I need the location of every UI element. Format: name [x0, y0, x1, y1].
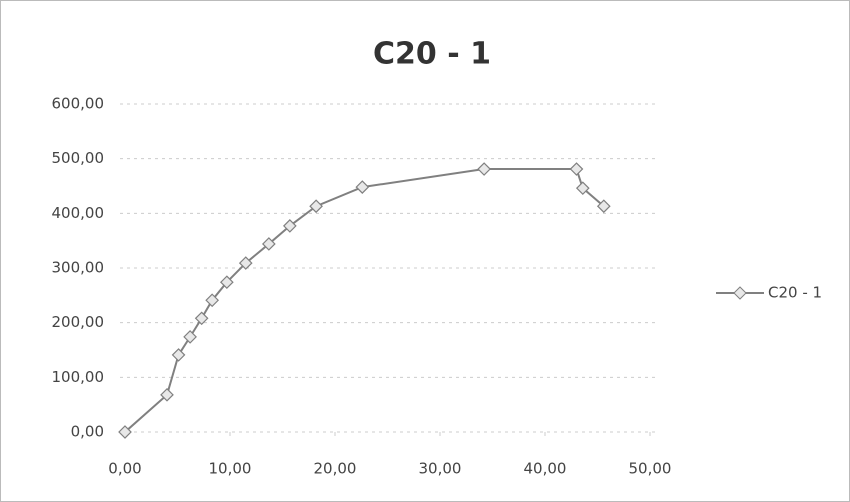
x-tick-label: 20,00	[314, 460, 357, 478]
data-point	[283, 219, 297, 233]
x-tick-label: 40,00	[524, 460, 567, 478]
data-point	[205, 293, 219, 308]
x-tick-label: 10,00	[209, 460, 252, 478]
y-tick-label: 600,00	[52, 95, 105, 113]
data-point	[477, 162, 491, 176]
y-tick-label: 300,00	[52, 259, 105, 277]
data-point	[262, 237, 276, 251]
legend-marker	[733, 286, 747, 300]
x-tick-label: 0,00	[108, 460, 141, 478]
chart-title: C20 - 1	[373, 37, 491, 72]
data-point	[220, 275, 234, 290]
y-tick-label: 0,00	[71, 423, 104, 441]
y-tick-label: 200,00	[52, 313, 105, 331]
x-tick-label: 50,00	[629, 460, 672, 478]
y-tick-label: 500,00	[52, 149, 105, 167]
data-point	[118, 425, 132, 439]
y-tick-label: 400,00	[52, 204, 105, 222]
data-point	[355, 180, 370, 194]
data-point	[569, 162, 584, 176]
data-point	[171, 348, 186, 362]
y-tick-label: 100,00	[52, 368, 105, 386]
x-tick-label: 30,00	[419, 460, 462, 478]
data-point	[596, 199, 611, 214]
data-point	[160, 387, 174, 402]
data-point	[194, 311, 209, 326]
data-point	[238, 256, 253, 270]
legend-label: C20 - 1	[768, 284, 822, 302]
data-point	[309, 199, 323, 214]
data-point	[183, 330, 197, 344]
series-line	[124, 168, 605, 433]
data-point	[575, 181, 590, 196]
